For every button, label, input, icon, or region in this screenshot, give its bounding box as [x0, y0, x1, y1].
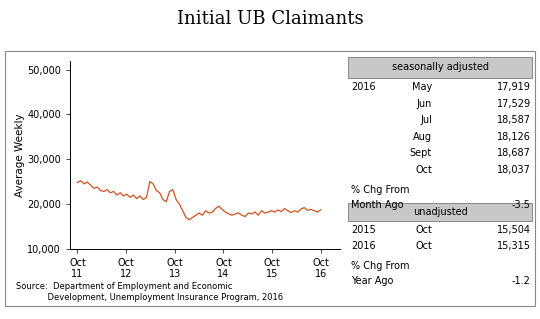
Text: 15,504: 15,504: [497, 225, 531, 234]
Text: % Chg From: % Chg From: [351, 261, 409, 271]
Text: 2016: 2016: [351, 82, 376, 92]
Text: 18,037: 18,037: [497, 165, 531, 175]
Text: % Chg From: % Chg From: [351, 185, 409, 195]
Text: Year Ago: Year Ago: [351, 276, 393, 286]
Text: 18,126: 18,126: [497, 132, 531, 142]
Text: 2016: 2016: [351, 241, 376, 251]
Text: 15,315: 15,315: [497, 241, 531, 251]
Text: seasonally adjusted: seasonally adjusted: [392, 63, 489, 72]
Text: 18,587: 18,587: [497, 115, 531, 125]
Text: -3.5: -3.5: [512, 200, 531, 210]
Text: Month Ago: Month Ago: [351, 200, 403, 210]
Text: Sept: Sept: [410, 148, 432, 158]
Text: 17,529: 17,529: [497, 99, 531, 108]
Text: May: May: [412, 82, 432, 92]
Text: Initial UB Claimants: Initial UB Claimants: [177, 10, 363, 27]
Text: Oct: Oct: [415, 225, 432, 234]
Text: Jun: Jun: [417, 99, 432, 108]
Text: 18,687: 18,687: [497, 148, 531, 158]
Text: Jul: Jul: [420, 115, 432, 125]
Text: Oct: Oct: [415, 165, 432, 175]
Text: Source:  Department of Employment and Economic
            Development, Unemploy: Source: Department of Employment and Eco…: [16, 282, 284, 302]
Text: unadjusted: unadjusted: [413, 207, 468, 217]
Text: 2015: 2015: [351, 225, 376, 234]
Text: Oct: Oct: [415, 241, 432, 251]
Text: 17,919: 17,919: [497, 82, 531, 92]
Y-axis label: Average Weekly: Average Weekly: [15, 113, 24, 197]
Text: Aug: Aug: [413, 132, 432, 142]
Text: -1.2: -1.2: [512, 276, 531, 286]
